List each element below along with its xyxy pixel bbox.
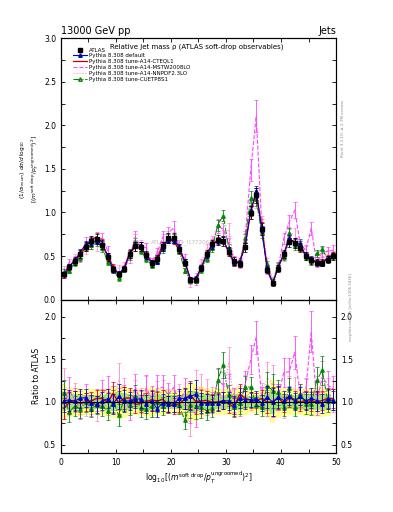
Text: ATLAS_2019_I1772062: ATLAS_2019_I1772062 (151, 239, 213, 245)
Text: 13000 GeV pp: 13000 GeV pp (61, 26, 130, 36)
Y-axis label: $(1/\sigma_{resum})$ $d\sigma/d\,\log_{10}$
$[(m^{\rm soft\ drop}/p_T^{\rm ungro: $(1/\sigma_{resum})$ $d\sigma/d\,\log_{1… (18, 135, 41, 203)
X-axis label: $\log_{10}[(m^{\rm soft\ drop}/p_T^{\rm ungroomed})^2]$: $\log_{10}[(m^{\rm soft\ drop}/p_T^{\rm … (145, 470, 252, 486)
Legend: ATLAS, Pythia 8.308 default, Pythia 8.308 tune-A14-CTEQL1, Pythia 8.308 tune-A14: ATLAS, Pythia 8.308 default, Pythia 8.30… (72, 47, 192, 83)
Text: Relative jet mass ρ (ATLAS soft-drop observables): Relative jet mass ρ (ATLAS soft-drop obs… (110, 44, 284, 50)
Y-axis label: Ratio to ATLAS: Ratio to ATLAS (32, 348, 41, 404)
Text: Jets: Jets (318, 26, 336, 36)
Text: mcplots.cern.ch [arXiv:1306.3436]: mcplots.cern.ch [arXiv:1306.3436] (349, 273, 353, 341)
Text: Rivet 3.1.10; ≥ 2.7M events: Rivet 3.1.10; ≥ 2.7M events (341, 99, 345, 157)
